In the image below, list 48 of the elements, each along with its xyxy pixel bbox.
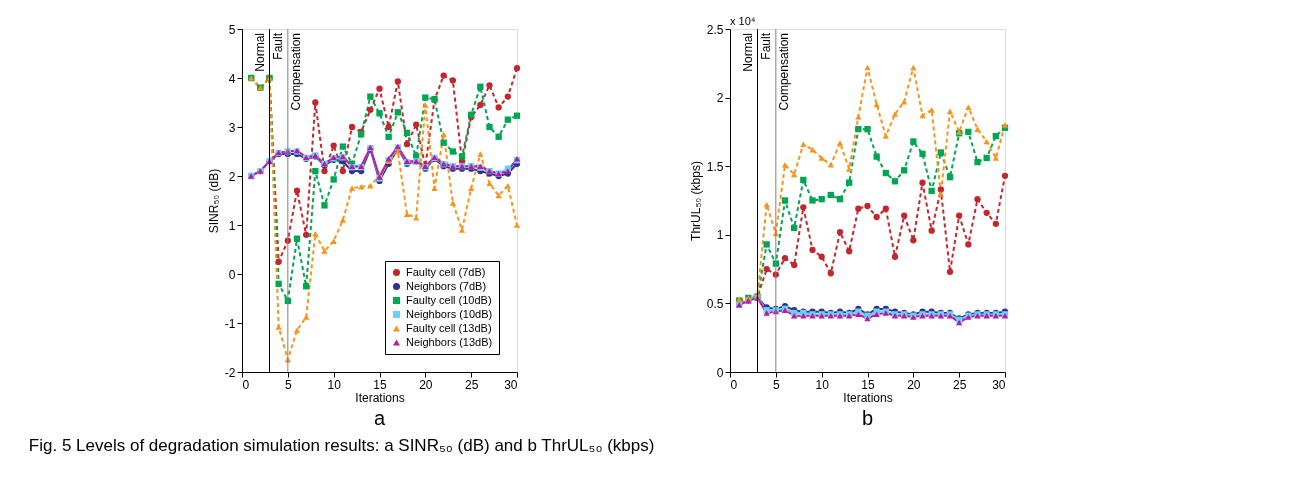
y-axis-title: ThrUL₅₀ (kbps) <box>688 161 703 241</box>
legend-label: Faulty cell (7dB) <box>406 265 486 278</box>
annotation: Compensation <box>288 33 303 111</box>
x-tick-label: 5 <box>772 377 780 392</box>
y-tick-label: 3 <box>228 120 236 135</box>
ref-line-label: Fault <box>758 32 773 60</box>
y-tick-label: 5 <box>228 22 236 37</box>
annotation: Compensation <box>776 33 791 111</box>
x-tick-label: 15 <box>373 377 387 392</box>
legend-label: Faulty cell (10dB) <box>406 293 492 306</box>
y-tick-label: 0 <box>716 365 724 380</box>
x-axis-title: Iterations <box>355 390 405 405</box>
x-axis-title: Iterations <box>843 390 893 405</box>
text: b <box>861 407 874 429</box>
x-tick-label: 5 <box>284 377 292 392</box>
y-tick-label: 1 <box>228 218 236 233</box>
y-tick-label: 4 <box>228 71 236 86</box>
ref-line-label: Normal <box>740 33 755 72</box>
x-tick-label: 10 <box>327 377 342 392</box>
ref-line-label: Normal <box>252 33 267 72</box>
legend-label: Neighbors (13dB) <box>406 335 493 348</box>
x-tick-label: 0 <box>242 377 250 392</box>
x-tick-label: 15 <box>861 377 875 392</box>
y-axis-title: SINR₅₀ (dB) <box>206 168 221 234</box>
legend-label: Neighbors (10dB) <box>406 307 493 320</box>
text: x 10⁴ <box>730 15 756 27</box>
legend-label: Faulty cell (13dB) <box>406 321 492 334</box>
x-tick-label: 10 <box>815 377 830 392</box>
x-tick-label: 20 <box>419 377 433 392</box>
y-tick-label: 0 <box>228 267 236 282</box>
y-tick-label: 2.5 <box>706 22 724 37</box>
y-tick-label: -1 <box>224 316 236 331</box>
y-tick-label: 2 <box>228 169 236 184</box>
y-tick-label: 1 <box>716 228 724 243</box>
legend-label: Neighbors (7dB) <box>406 279 487 292</box>
y-tick-label: 0.5 <box>706 296 724 311</box>
x-tick-label: 30 <box>992 377 1006 392</box>
x-tick-label: 0 <box>730 377 738 392</box>
x-tick-label: 20 <box>907 377 921 392</box>
x-tick-label: 30 <box>504 377 518 392</box>
x-tick-label: 25 <box>464 377 479 392</box>
x-tick-label: 25 <box>952 377 967 392</box>
y-tick-label: -2 <box>224 365 236 380</box>
caption: Fig. 5 Levels of degradation simulation results: a SINR₅₀ (dB) and b ThrUL₅₀ (kbps) <box>28 435 655 455</box>
text: a <box>373 407 386 429</box>
ref-line-label: Fault <box>270 32 285 60</box>
y-tick-label: 2 <box>716 91 724 106</box>
y-tick-label: 1.5 <box>706 159 724 174</box>
